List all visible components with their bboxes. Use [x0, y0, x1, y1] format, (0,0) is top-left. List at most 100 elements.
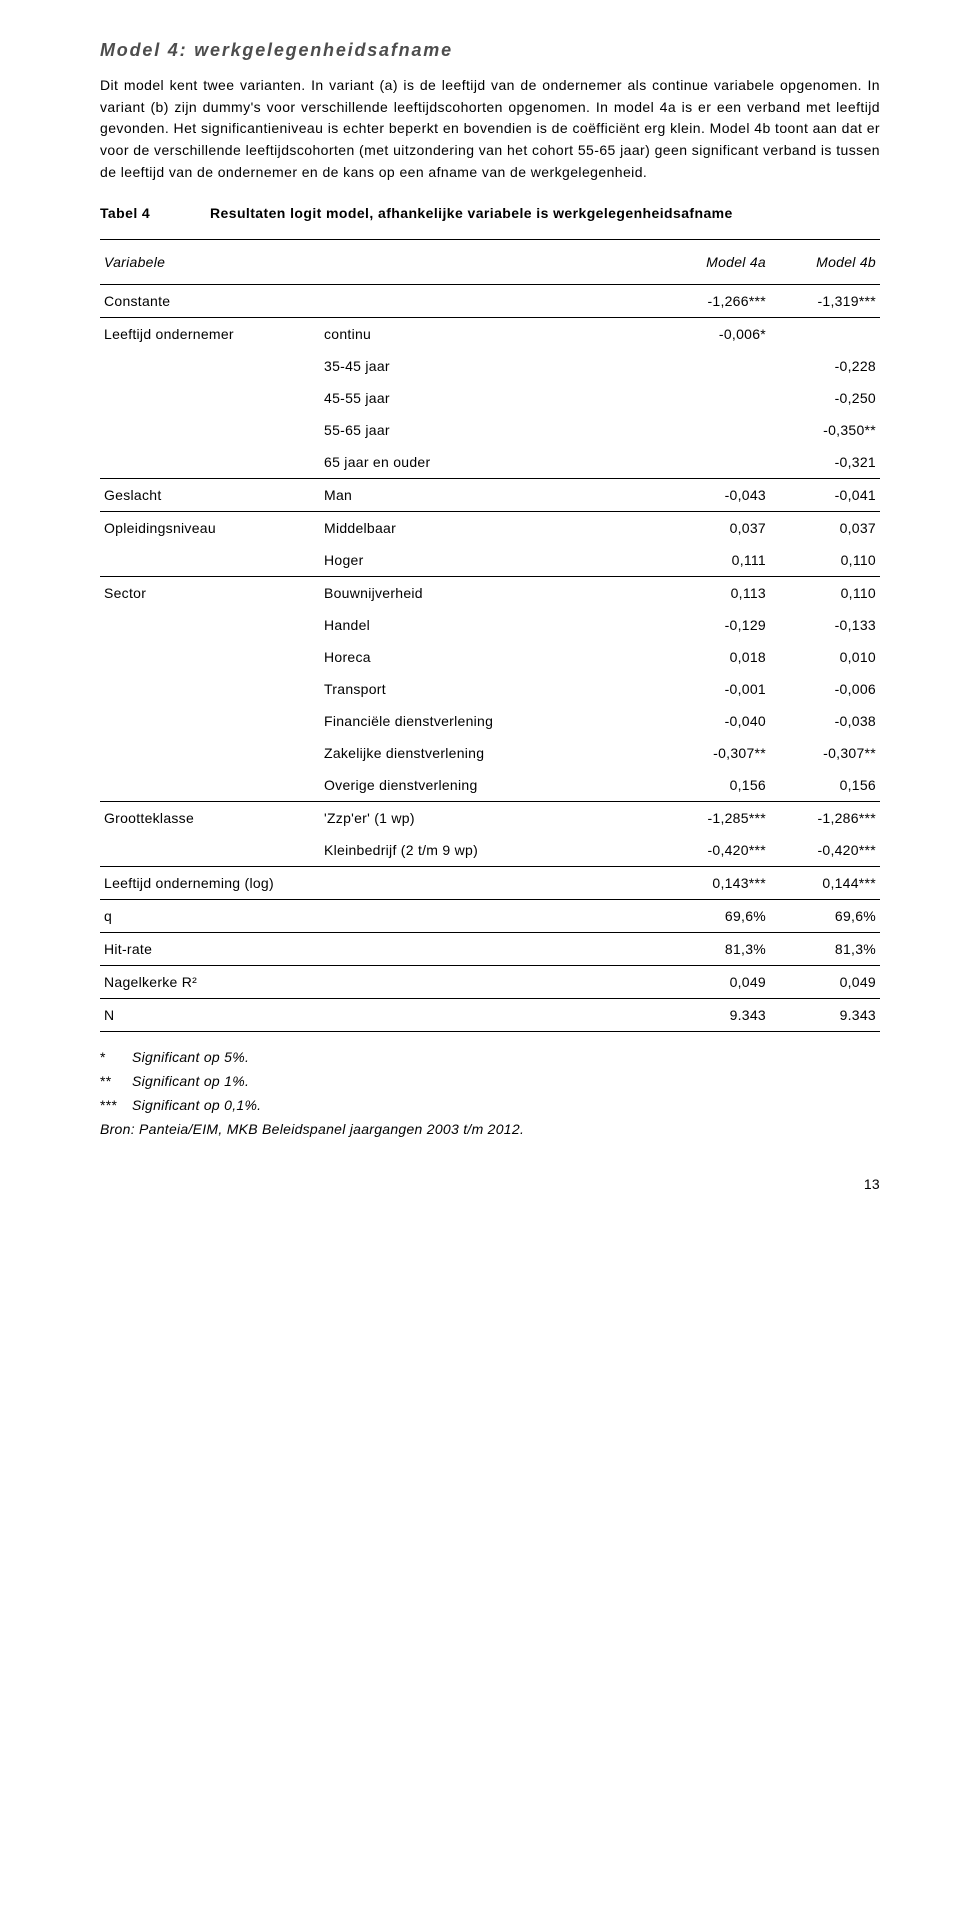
footnote-star-3: *** [100, 1094, 132, 1118]
col-header-model-4a: Model 4a [660, 240, 770, 285]
cell-subcategory: Man [320, 479, 660, 512]
cell-model-4b: -0,250 [770, 382, 880, 414]
cell-model-4a: 0,143*** [660, 867, 770, 900]
footnote-star-1: * [100, 1046, 132, 1070]
cell-subcategory: 'Zzp'er' (1 wp) [320, 802, 660, 835]
cell-model-4b: 81,3% [770, 933, 880, 966]
cell-variable [100, 446, 320, 478]
cell-subcategory: Handel [320, 609, 660, 641]
cell-model-4a: -0,006* [660, 318, 770, 351]
cell-model-4a: 0,037 [660, 512, 770, 545]
cell-variable [100, 769, 320, 801]
cell-subcategory: Zakelijke dienstverlening [320, 737, 660, 769]
cell-subcategory: Middelbaar [320, 512, 660, 545]
cell-variable: Constante [100, 285, 320, 318]
cell-model-4a: -0,420*** [660, 834, 770, 866]
cell-model-4b: 0,010 [770, 641, 880, 673]
cell-subcategory: 45-55 jaar [320, 382, 660, 414]
cell-model-4a: 0,018 [660, 641, 770, 673]
table-row: Transport-0,001-0,006 [100, 673, 880, 705]
table-row: SectorBouwnijverheid0,1130,110 [100, 577, 880, 610]
cell-variable: Grootteklasse [100, 802, 320, 835]
table-row: Leeftijd ondernemercontinu-0,006* [100, 318, 880, 351]
table-row: OpleidingsniveauMiddelbaar0,0370,037 [100, 512, 880, 545]
cell-subcategory: 35-45 jaar [320, 350, 660, 382]
table-row: Hit-rate81,3%81,3% [100, 933, 880, 966]
cell-variable: Geslacht [100, 479, 320, 512]
cell-model-4a: 0,049 [660, 966, 770, 999]
cell-model-4b: -0,133 [770, 609, 880, 641]
footnote-source: Bron: Panteia/EIM, MKB Beleidspanel jaar… [100, 1118, 880, 1142]
cell-model-4a: -0,043 [660, 479, 770, 512]
table-row: 45-55 jaar -0,250 [100, 382, 880, 414]
table-row: Zakelijke dienstverlening-0,307**-0,307*… [100, 737, 880, 769]
cell-model-4b: 0,144*** [770, 867, 880, 900]
cell-model-4b [770, 318, 880, 351]
cell-variable [100, 609, 320, 641]
cell-model-4b: -0,420*** [770, 834, 880, 866]
table-row: Leeftijd onderneming (log)0,143***0,144*… [100, 867, 880, 900]
table-row: Kleinbedrijf (2 t/m 9 wp)-0,420***-0,420… [100, 834, 880, 866]
cell-model-4a: -1,285*** [660, 802, 770, 835]
paragraph-body: Dit model kent twee varianten. In varian… [100, 75, 880, 183]
cell-model-4b: 0,110 [770, 544, 880, 576]
table-row: Overige dienstverlening0,1560,156 [100, 769, 880, 801]
cell-model-4b: 9.343 [770, 999, 880, 1032]
cell-variable [100, 544, 320, 576]
table-row: Horeca0,0180,010 [100, 641, 880, 673]
table-row: Handel-0,129-0,133 [100, 609, 880, 641]
cell-model-4b: 0,156 [770, 769, 880, 801]
cell-subcategory: 55-65 jaar [320, 414, 660, 446]
cell-model-4b: 0,037 [770, 512, 880, 545]
cell-subcategory: Financiële dienstverlening [320, 705, 660, 737]
cell-model-4b: -0,307** [770, 737, 880, 769]
cell-model-4a [660, 446, 770, 478]
col-header-model-4b: Model 4b [770, 240, 880, 285]
footnote-2: Significant op 1%. [132, 1073, 249, 1089]
cell-variable [100, 414, 320, 446]
cell-variable [100, 350, 320, 382]
cell-variable [100, 705, 320, 737]
cell-model-4b: -0,350** [770, 414, 880, 446]
cell-model-4a [660, 382, 770, 414]
cell-subcategory [320, 285, 660, 318]
cell-subcategory: Bouwnijverheid [320, 577, 660, 610]
table-row: 35-45 jaar -0,228 [100, 350, 880, 382]
cell-variable: Opleidingsniveau [100, 512, 320, 545]
table-row: Financiële dienstverlening-0,040-0,038 [100, 705, 880, 737]
cell-model-4b: -1,319*** [770, 285, 880, 318]
cell-subcategory: Transport [320, 673, 660, 705]
page-number: 13 [100, 1176, 880, 1192]
table-caption: Tabel 4 Resultaten logit model, afhankel… [100, 205, 880, 221]
table-row: Hoger0,1110,110 [100, 544, 880, 576]
cell-variable: Leeftijd ondernemer [100, 318, 320, 351]
cell-variable: Hit-rate [100, 933, 660, 966]
section-title: Model 4: werkgelegenheidsafname [100, 40, 880, 61]
cell-subcategory: Kleinbedrijf (2 t/m 9 wp) [320, 834, 660, 866]
table-row: Constante -1,266***-1,319*** [100, 285, 880, 318]
table-caption-label: Tabel 4 [100, 205, 210, 221]
cell-model-4a: -1,266*** [660, 285, 770, 318]
cell-model-4a: 0,111 [660, 544, 770, 576]
cell-model-4b: -0,041 [770, 479, 880, 512]
table-footnotes: *Significant op 5%. **Significant op 1%.… [100, 1046, 880, 1141]
cell-model-4b: -0,228 [770, 350, 880, 382]
cell-subcategory: Horeca [320, 641, 660, 673]
footnote-star-2: ** [100, 1070, 132, 1094]
cell-model-4a [660, 414, 770, 446]
table-row: N9.3439.343 [100, 999, 880, 1032]
cell-model-4b: -0,038 [770, 705, 880, 737]
cell-variable [100, 834, 320, 866]
footnote-1: Significant op 5%. [132, 1049, 249, 1065]
table-header-row: Variabele Model 4a Model 4b [100, 240, 880, 285]
cell-model-4a: -0,129 [660, 609, 770, 641]
table-row: 55-65 jaar -0,350** [100, 414, 880, 446]
col-header-variabele: Variabele [100, 240, 660, 285]
cell-model-4b: -1,286*** [770, 802, 880, 835]
cell-model-4a: 0,113 [660, 577, 770, 610]
cell-model-4b: -0,321 [770, 446, 880, 478]
cell-model-4a: -0,040 [660, 705, 770, 737]
cell-subcategory: Overige dienstverlening [320, 769, 660, 801]
cell-model-4b: 0,049 [770, 966, 880, 999]
cell-model-4a: -0,001 [660, 673, 770, 705]
